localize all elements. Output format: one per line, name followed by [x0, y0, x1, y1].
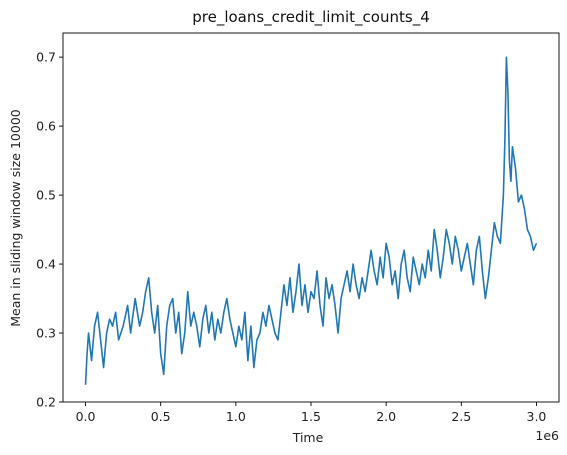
x-axis-offset-label: 1e6	[535, 428, 559, 443]
y-axis: 0.2 0.3 0.4 0.5 0.6 0.7	[36, 50, 63, 410]
x-axis: 0.0 0.5 1.0 1.5 2.0 2.5 3.0	[76, 402, 547, 424]
chart-title: pre_loans_credit_limit_counts_4	[192, 8, 430, 27]
y-tick-label: 0.4	[36, 257, 56, 272]
y-tick-label: 0.5	[36, 188, 56, 203]
y-tick-label: 0.7	[36, 50, 56, 65]
x-tick-label: 3.0	[527, 409, 547, 424]
series-line-0	[84, 56, 538, 385]
x-axis-label: Time	[292, 430, 324, 445]
x-tick-label: 1.5	[301, 409, 321, 424]
y-tick-label: 0.3	[36, 326, 56, 341]
y-tick-label: 0.2	[36, 395, 56, 410]
x-tick-label: 0.5	[151, 409, 171, 424]
y-axis-label: Mean in sliding window size 10000	[8, 109, 23, 327]
x-tick-label: 1.0	[226, 409, 246, 424]
x-tick-label: 0.0	[76, 409, 96, 424]
plot-area	[84, 56, 538, 385]
x-tick-label: 2.0	[376, 409, 396, 424]
y-tick-label: 0.6	[36, 119, 56, 134]
x-tick-label: 2.5	[451, 409, 471, 424]
